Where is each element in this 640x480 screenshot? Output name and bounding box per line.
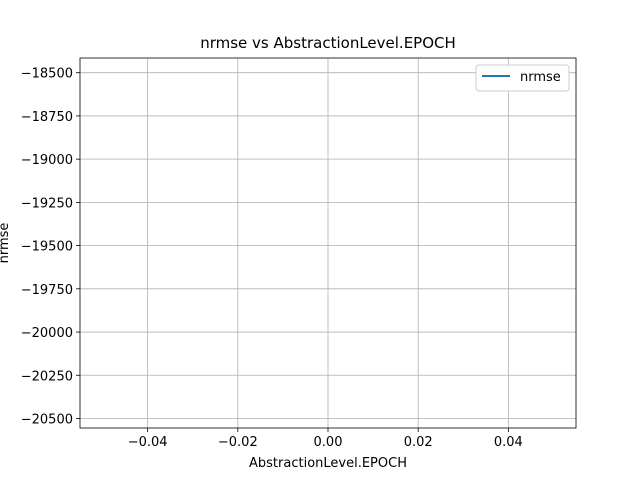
y-tick-label: −19000 — [21, 153, 73, 168]
y-tick-label: −20500 — [21, 412, 73, 427]
y-tick-label: −19250 — [21, 196, 73, 211]
x-axis-ticks: −0.04 −0.02 0.00 0.02 0.04 — [128, 428, 523, 450]
legend-box — [475, 64, 570, 92]
y-tick-label: −19750 — [21, 283, 73, 298]
y-tick-label: −20000 — [21, 326, 73, 341]
y-axis-label: nrmse — [0, 223, 12, 264]
grid-lines — [80, 58, 576, 428]
y-tick-label: −20250 — [21, 369, 73, 384]
y-tick-label: −18500 — [21, 67, 73, 82]
x-tick-label: 0.04 — [494, 435, 523, 450]
x-tick-label: 0.02 — [404, 435, 433, 450]
y-axis-ticks: −18500 −18750 −19000 −19250 −19500 −19750 −200… — [21, 67, 80, 427]
x-axis-label: AbstractionLevel.EPOCH — [249, 456, 407, 471]
x-tick-label: −0.04 — [128, 435, 168, 450]
x-tick-label: 0.00 — [314, 435, 343, 450]
chart-title: nrmse vs AbstractionLevel.EPOCH — [200, 34, 456, 52]
x-tick-label: −0.02 — [218, 435, 258, 450]
legend: nrmse — [475, 64, 570, 92]
y-tick-label: −18750 — [21, 110, 73, 125]
legend-label-nrmse: nrmse — [520, 70, 561, 85]
y-tick-label: −19500 — [21, 240, 73, 255]
